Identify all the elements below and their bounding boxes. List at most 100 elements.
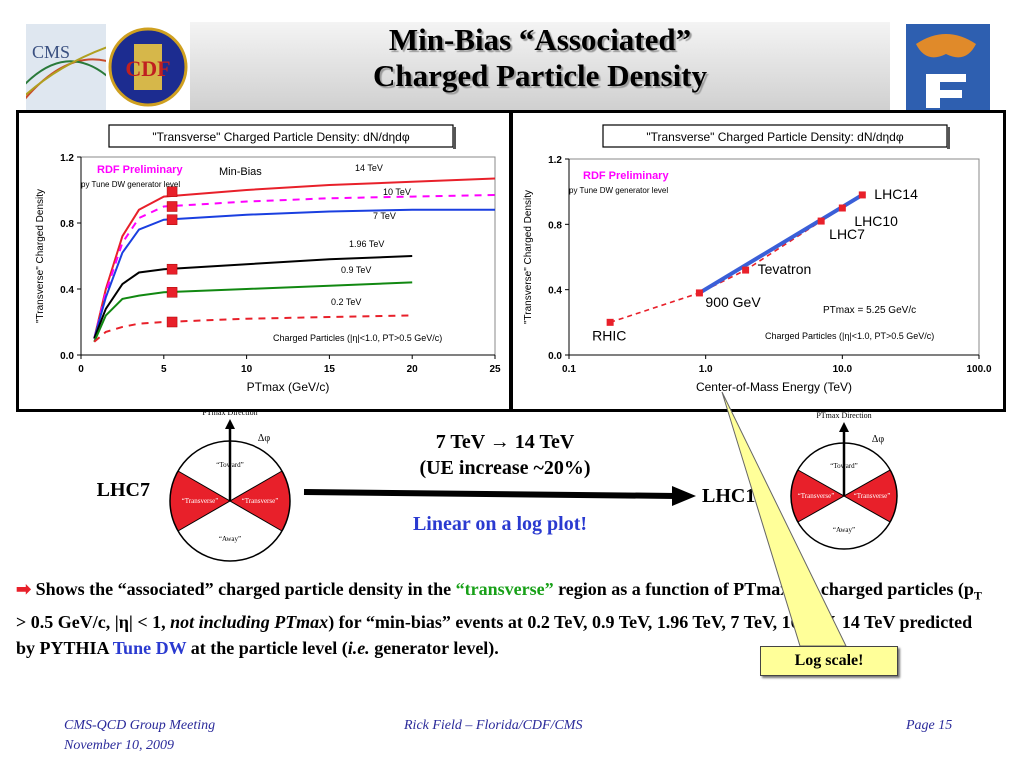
cms-logo-text: CMS xyxy=(32,42,70,62)
point-label: LHC7 xyxy=(829,226,865,242)
chart-title-shadow xyxy=(453,127,456,149)
series-marker xyxy=(166,263,178,275)
chart-title-shadow xyxy=(947,127,950,149)
bullet-sub: T xyxy=(973,588,982,603)
series-marker xyxy=(166,287,178,298)
footer-page: Page 15 xyxy=(906,718,953,733)
series-marker xyxy=(166,316,178,328)
series-marker xyxy=(166,186,178,197)
bullet-arrow-icon: ➡ xyxy=(16,579,32,599)
description-bullet: ➡ Shows the “associated” charged particl… xyxy=(16,576,988,661)
transition-arrow xyxy=(303,486,696,506)
log-scale-callout: Log scale! xyxy=(760,646,898,676)
y-axis-label: "Transverse" Charged Density xyxy=(523,190,534,324)
bullet-not-including: not including PTmax xyxy=(170,611,329,632)
point-label: LHC10 xyxy=(854,213,898,229)
annotation-ptmax: PTmax = 5.25 GeV/c xyxy=(823,305,916,316)
series-label: 7 TeV xyxy=(373,211,396,221)
right-dial-away: “Away” xyxy=(833,526,855,534)
ptmax-density-chart: "Transverse" Charged Particle Density: d… xyxy=(35,124,501,394)
cms-logo: CMS xyxy=(26,24,106,110)
y-tick-label: 0.8 xyxy=(60,219,74,230)
y-tick-label: 0.4 xyxy=(548,286,562,297)
right-dial-transverse-right: “Transverse” xyxy=(854,492,891,500)
series-marker xyxy=(166,214,178,225)
series-line xyxy=(93,193,496,339)
y-tick-label: 0.4 xyxy=(60,285,74,296)
point-label: LHC14 xyxy=(874,186,918,202)
point-label: 900 GeV xyxy=(705,294,761,310)
y-tick-label: 0.0 xyxy=(60,351,74,362)
series-marker xyxy=(166,201,178,212)
left-dial-dphi: Δφ xyxy=(258,433,270,444)
bullet-text-5: at the particle level ( xyxy=(186,637,348,658)
series-label: 1.96 TeV xyxy=(349,239,384,249)
lhc14-label: LHC14 xyxy=(702,485,765,507)
y-axis-label: "Transverse" Charged Density xyxy=(35,189,46,323)
title-line-2: Charged Particle Density xyxy=(372,58,708,93)
series-line xyxy=(93,177,496,339)
x-tick-label: 5 xyxy=(161,364,167,375)
series-label: 0.9 TeV xyxy=(341,265,371,275)
data-point xyxy=(742,266,750,274)
fit-line xyxy=(698,193,864,295)
bullet-tune: Tune DW xyxy=(112,637,187,658)
linear-note: Linear on a log plot! xyxy=(413,513,587,535)
right-dial-direction: PTmax Direction xyxy=(816,411,871,420)
series-label: 10 TeV xyxy=(383,187,411,197)
bullet-text-3: > 0.5 GeV/c, |η| < 1, xyxy=(16,611,171,632)
left-dial-toward: “Toward” xyxy=(216,461,244,469)
annotation-preliminary: RDF Preliminary xyxy=(583,170,669,182)
bullet-text-6: generator level). xyxy=(369,637,499,658)
x-tick-label: 0.1 xyxy=(562,364,576,375)
annotation-minbias: Min-Bias xyxy=(219,166,262,178)
chart-title: "Transverse" Charged Particle Density: d… xyxy=(152,130,410,144)
x-tick-label: 100.0 xyxy=(966,364,991,375)
footer-meeting: CMS-QCD Group Meeting xyxy=(64,718,216,733)
right-chart-panel: "Transverse" Charged Particle Density: d… xyxy=(510,110,1006,412)
footer-author: Rick Field – Florida/CDF/CMS xyxy=(404,718,583,733)
data-point xyxy=(858,191,866,199)
title-band xyxy=(190,22,890,112)
data-point xyxy=(695,289,703,297)
y-tick-label: 0.8 xyxy=(548,220,562,231)
x-axis-label: Center-of-Mass Energy (TeV) xyxy=(696,380,852,394)
annotation-charged: Charged Particles (|η|<1.0, PT>0.5 GeV/c… xyxy=(765,331,934,341)
uf-logo xyxy=(906,24,990,110)
y-tick-label: 1.2 xyxy=(60,153,74,164)
data-point xyxy=(606,318,614,326)
x-tick-label: 10 xyxy=(241,364,253,375)
x-tick-label: 15 xyxy=(324,364,336,375)
bullet-text-1: Shows the “associated” charged particle … xyxy=(35,579,456,599)
annotation-tune: py Tune DW generator level xyxy=(81,180,180,189)
series-label: 0.2 TeV xyxy=(331,297,361,307)
lhc7-label: LHC7 xyxy=(97,479,150,501)
ue-increase-text: (UE increase ~20%) xyxy=(419,457,590,479)
cdf-logo: CDF xyxy=(108,24,188,110)
series-label: 14 TeV xyxy=(355,163,383,173)
point-label: Tevatron xyxy=(758,261,812,277)
series-line xyxy=(93,208,495,339)
left-dial-direction: PTmax Direction xyxy=(202,408,257,417)
x-tick-label: 0 xyxy=(78,364,84,375)
bullet-transverse: “transverse” xyxy=(455,579,554,599)
left-dial-away: “Away” xyxy=(219,535,241,543)
series-line xyxy=(93,281,413,343)
y-tick-label: 0.0 xyxy=(548,351,562,362)
middle-region: “Toward” “Transverse” “Transverse” “Away… xyxy=(97,408,898,562)
data-point xyxy=(817,217,825,225)
bullet-text-2: region as a function of PTmax for charge… xyxy=(553,579,974,599)
point-label: RHIC xyxy=(592,327,626,343)
chart-title: "Transverse" Charged Particle Density: d… xyxy=(646,130,904,144)
x-tick-label: 25 xyxy=(489,364,501,375)
y-tick-label: 1.2 xyxy=(548,155,562,166)
annotation-preliminary: RDF Preliminary xyxy=(97,164,183,176)
bullet-ie: i.e. xyxy=(347,637,370,658)
right-dial-transverse-left: “Transverse” xyxy=(798,492,835,500)
x-tick-label: 10.0 xyxy=(833,364,853,375)
title-line-1: Min-Bias “Associated” xyxy=(388,22,692,57)
right-dial-toward: “Toward” xyxy=(830,462,858,470)
right-dial-dphi: Δφ xyxy=(872,434,884,445)
series-line xyxy=(93,255,413,339)
left-dial: “Toward” “Transverse” “Transverse” “Away… xyxy=(169,408,291,562)
